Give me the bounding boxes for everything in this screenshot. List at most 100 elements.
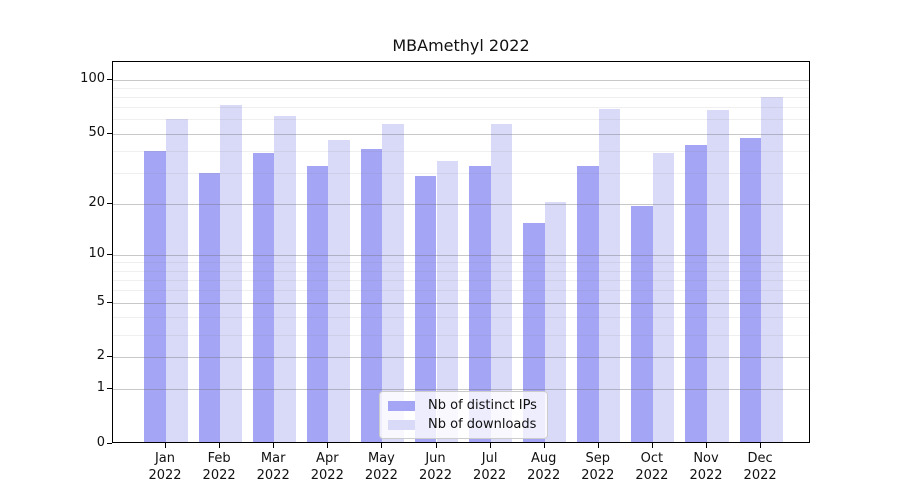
y-tick-mark-0 [107,443,112,444]
gridline-100 [113,79,809,81]
bar-distinct-ips-oct [631,205,653,442]
bar-distinct-ips-apr [306,165,329,442]
x-tick-label-apr: Apr 2022 [295,450,359,484]
month-name: Feb [207,451,231,466]
x-tick-label-jan: Jan 2022 [133,450,197,484]
bar-downloads-jan [166,118,188,442]
bar-downloads-oct [652,152,675,442]
x-tick-mark-jul [489,443,491,448]
month-name: Mar [260,451,286,466]
gridline-minor-60 [113,119,809,121]
y-tick-label-0: 0 [96,435,105,450]
bar-downloads-dec [761,97,783,442]
bar-distinct-ips-dec [739,138,762,442]
bar-distinct-ips-mar [252,152,275,442]
month-year: 2022 [310,468,344,483]
month-name: Jan [154,451,176,466]
month-year: 2022 [418,468,453,483]
bar-distinct-ips-jun [414,176,437,442]
bar-downloads-nov [707,110,729,442]
y-tick-mark-50 [107,132,112,134]
x-tick-label-may: May 2022 [349,450,413,484]
x-tick-label-jun: Jun 2022 [404,450,468,484]
y-tick-mark-5 [107,301,112,303]
month-name: Dec [747,451,773,466]
bar-downloads-jun [436,161,459,442]
legend: Nb of distinct IPs Nb of downloads [379,391,548,439]
bar-downloads-jul [490,124,513,442]
gridline-50 [113,133,809,135]
y-tick-mark-100 [107,78,112,80]
x-tick-mark-dec [760,443,762,448]
y-tick-label-10: 10 [88,245,105,261]
gridline-minor-90 [113,87,809,89]
month-name: Nov [693,451,719,466]
month-name: Oct [640,451,664,466]
bar-distinct-ips-jan [144,150,166,442]
legend-label-downloads: Nb of downloads [428,417,537,432]
x-tick-mark-may [381,443,383,448]
x-tick-mark-sep [597,443,599,448]
bar-downloads-sep [598,108,621,442]
x-tick-mark-jun [435,443,437,448]
y-tick-mark-1 [107,388,112,390]
x-tick-mark-oct [651,443,653,448]
legend-item-distinct-ips: Nb of distinct IPs [388,398,538,413]
bar-downloads-mar [274,116,296,442]
y-tick-mark-20 [107,202,112,204]
bar-distinct-ips-feb [198,173,221,442]
x-tick-mark-apr [327,443,329,448]
x-tick-label-mar: Mar 2022 [241,450,305,484]
y-tick-mark-10 [107,253,112,255]
legend-label-distinct-ips: Nb of distinct IPs [428,398,537,413]
month-year: 2022 [473,468,507,483]
y-tick-label-100: 100 [80,70,105,86]
bar-downloads-aug [544,201,567,442]
bar-downloads-apr [328,139,350,442]
month-year: 2022 [202,468,236,483]
month-year: 2022 [527,468,561,483]
month-name: Aug [530,451,557,466]
bar-distinct-ips-aug [523,223,545,442]
x-tick-label-oct: Oct 2022 [620,450,684,484]
month-year: 2022 [689,468,723,483]
y-tick-label-20: 20 [88,194,105,210]
month-year: 2022 [256,468,290,483]
bar-distinct-ips-may [360,148,383,442]
legend-swatch-downloads [388,419,415,430]
gridline-minor-80 [113,97,809,98]
x-tick-label-jul: Jul 2022 [458,450,522,484]
month-year: 2022 [743,468,777,483]
y-tick-label-50: 50 [88,124,105,140]
legend-item-downloads: Nb of downloads [388,417,538,432]
month-name: Jun [425,451,446,466]
month-year: 2022 [148,468,182,483]
y-tick-label-1: 1 [96,380,105,396]
month-year: 2022 [364,468,398,483]
bar-distinct-ips-nov [685,145,707,442]
x-tick-mark-mar [273,443,275,448]
x-tick-label-nov: Nov 2022 [674,450,738,484]
x-tick-label-feb: Feb 2022 [187,450,251,484]
legend-swatch-distinct-ips [388,400,415,411]
bar-distinct-ips-sep [577,165,599,442]
y-tick-label-2: 2 [96,348,105,364]
x-tick-mark-aug [543,443,545,448]
x-tick-label-sep: Sep 2022 [566,450,630,484]
month-year: 2022 [635,468,669,483]
x-tick-mark-nov [706,443,707,448]
bar-downloads-may [382,124,404,442]
plot-area [112,61,810,443]
bar-downloads-feb [220,105,242,442]
y-tick-label-5: 5 [96,293,105,309]
chart-title: MBAmethyl 2022 [392,36,530,55]
x-tick-mark-feb [219,443,221,448]
month-name: Apr [316,451,339,466]
x-tick-label-dec: Dec 2022 [728,450,792,484]
x-tick-mark-jan [165,443,166,448]
x-tick-label-aug: Aug 2022 [512,450,576,484]
gridline-minor-70 [113,107,809,109]
month-name: May [367,451,395,466]
month-name: Jul [481,451,498,466]
